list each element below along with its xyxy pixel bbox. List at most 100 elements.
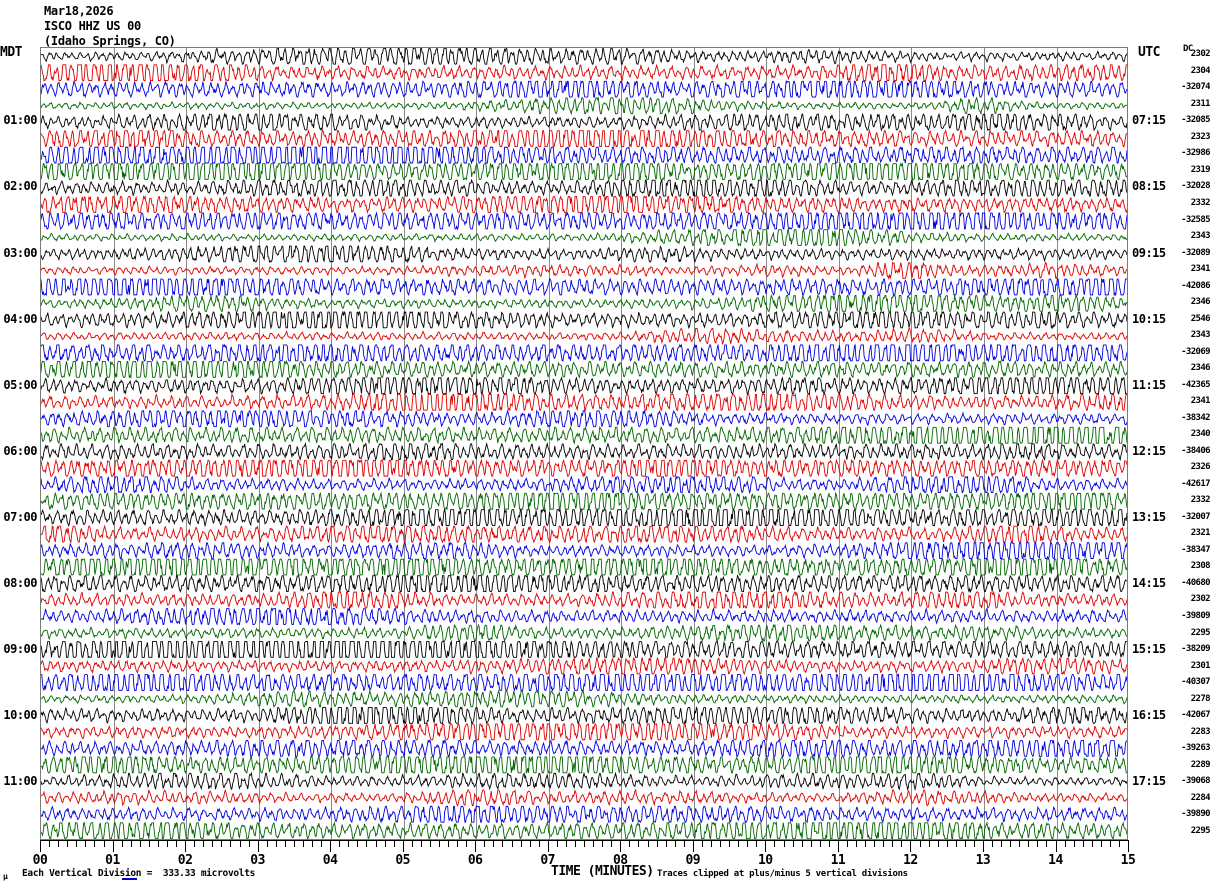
x-tick-major-03 xyxy=(257,840,259,852)
grid-line-minute-12 xyxy=(911,48,913,839)
x-tick-minor xyxy=(574,840,576,847)
x-tick-minor xyxy=(538,840,540,847)
trace-row-33 xyxy=(41,590,1127,610)
x-tick-minor xyxy=(411,840,413,847)
utc-time-label-1415: 14:15 xyxy=(1132,575,1166,590)
x-tick-minor xyxy=(239,840,241,847)
x-tick-minor xyxy=(121,840,123,847)
grid-line-minute-14 xyxy=(1056,48,1058,839)
x-tick-minor xyxy=(130,840,132,847)
x-tick-label-12: 12 xyxy=(903,853,918,868)
x-tick-minor xyxy=(103,840,105,847)
dc-value-row-21: 2341 xyxy=(1190,396,1210,407)
x-tick-label-04: 04 xyxy=(322,853,338,868)
x-tick-minor xyxy=(393,840,395,847)
x-tick-major-04 xyxy=(330,840,332,852)
x-tick-minor xyxy=(348,840,350,847)
x-tick-minor xyxy=(466,840,468,847)
trace-row-7 xyxy=(41,161,1127,182)
dc-value-row-39: 2278 xyxy=(1190,693,1210,704)
trace-row-1 xyxy=(41,63,1127,83)
x-tick-label-06: 06 xyxy=(467,853,483,868)
x-tick-minor xyxy=(520,840,522,847)
trace-row-44 xyxy=(41,771,1127,791)
x-tick-minor xyxy=(683,840,685,847)
dc-value-row-36: -38209 xyxy=(1181,644,1210,654)
dc-value-row-12: -32089 xyxy=(1181,247,1210,258)
x-tick-minor xyxy=(221,840,223,847)
dc-value-row-25: 2326 xyxy=(1190,462,1210,473)
dc-value-row-11: 2343 xyxy=(1190,231,1210,241)
x-tick-minor xyxy=(176,840,177,847)
dc-value-row-41: 2283 xyxy=(1190,726,1210,737)
x-tick-minor xyxy=(76,840,78,847)
dc-value-row-8: -32028 xyxy=(1181,181,1210,192)
x-tick-minor xyxy=(556,840,558,847)
dc-value-row-23: 2340 xyxy=(1190,429,1210,440)
trace-row-31 xyxy=(41,557,1127,577)
x-tick-minor xyxy=(792,840,794,847)
mdt-time-label-0900: 09:00 xyxy=(3,642,37,656)
left-time-labels: 01:00 02:00 03:00 04:00 05:00 06:00 07:00 08:00… xyxy=(0,47,38,840)
chart-header: Mar18,2026 ISCO HHZ US 00 (Idaho Springs… xyxy=(44,4,176,49)
trace-row-15 xyxy=(41,293,1127,313)
helicorder-plot[interactable] xyxy=(40,47,1128,840)
x-tick-minor xyxy=(1046,840,1048,847)
mdt-time-label-0100: 01:00 xyxy=(3,113,37,128)
grid-line-minute-05 xyxy=(403,48,405,839)
x-tick-major-15 xyxy=(1128,840,1129,852)
x-axis-title: TIME (MINUTES) xyxy=(551,864,654,879)
dc-value-row-5: 2323 xyxy=(1190,131,1210,142)
x-tick-major-08 xyxy=(620,840,622,852)
dc-value-row-0: 2302 xyxy=(1190,49,1210,60)
x-tick-major-02 xyxy=(185,840,187,852)
x-tick-major-10 xyxy=(765,840,767,852)
grid-line-minute-09 xyxy=(693,48,695,839)
x-tick-minor xyxy=(312,840,313,847)
x-tick-minor xyxy=(493,840,495,847)
trace-row-32 xyxy=(41,573,1127,594)
x-tick-minor xyxy=(366,840,368,847)
x-tick-minor xyxy=(1073,840,1075,847)
trace-row-25 xyxy=(41,458,1127,478)
trace-row-19 xyxy=(41,359,1127,379)
x-tick-minor xyxy=(874,840,876,847)
trace-row-37 xyxy=(41,656,1127,676)
utc-time-label-1715: 17:15 xyxy=(1132,774,1166,789)
x-tick-minor xyxy=(529,840,531,847)
x-tick-minor xyxy=(438,840,440,847)
right-time-labels: 07:15 08:15 09:15 10:15 11:15 12:15 13:15 14:15… xyxy=(1132,47,1180,840)
dc-value-row-16: 2546 xyxy=(1190,313,1210,324)
x-tick-minor xyxy=(856,840,857,847)
x-tick-minor xyxy=(992,840,993,847)
dc-value-row-30: -38347 xyxy=(1181,544,1210,555)
right-axis-title: UTC xyxy=(1138,45,1160,60)
dc-value-row-24: -38406 xyxy=(1181,445,1210,456)
dc-value-row-33: 2302 xyxy=(1190,594,1210,605)
x-tick-minor xyxy=(647,840,649,847)
x-tick-minor xyxy=(955,840,957,847)
x-tick-minor xyxy=(1109,840,1111,847)
x-tick-minor xyxy=(701,840,703,847)
grid-line-minute-06 xyxy=(476,48,478,839)
x-tick-minor xyxy=(846,840,848,847)
trace-row-18 xyxy=(41,343,1127,363)
x-tick-minor xyxy=(266,840,268,847)
trace-row-28 xyxy=(41,508,1127,528)
x-tick-label-09: 09 xyxy=(685,853,701,868)
x-tick-minor xyxy=(946,840,948,847)
trace-row-16 xyxy=(41,310,1127,330)
footer-scale-note: Each Vertical Division = 333.33 microvol… xyxy=(22,868,256,879)
mdt-time-label-0400: 04:00 xyxy=(3,311,37,326)
x-tick-minor xyxy=(819,840,821,847)
x-tick-minor xyxy=(801,840,803,847)
trace-row-30 xyxy=(41,541,1127,561)
x-tick-minor xyxy=(248,840,250,847)
x-tick-minor xyxy=(457,840,459,847)
dc-value-row-13: 2341 xyxy=(1190,264,1210,274)
x-tick-minor xyxy=(611,840,613,847)
x-tick-major-13 xyxy=(982,840,984,852)
utc-time-label-0815: 08:15 xyxy=(1132,179,1166,194)
dc-value-row-6: -32986 xyxy=(1181,148,1210,159)
x-tick-minor xyxy=(892,840,894,847)
